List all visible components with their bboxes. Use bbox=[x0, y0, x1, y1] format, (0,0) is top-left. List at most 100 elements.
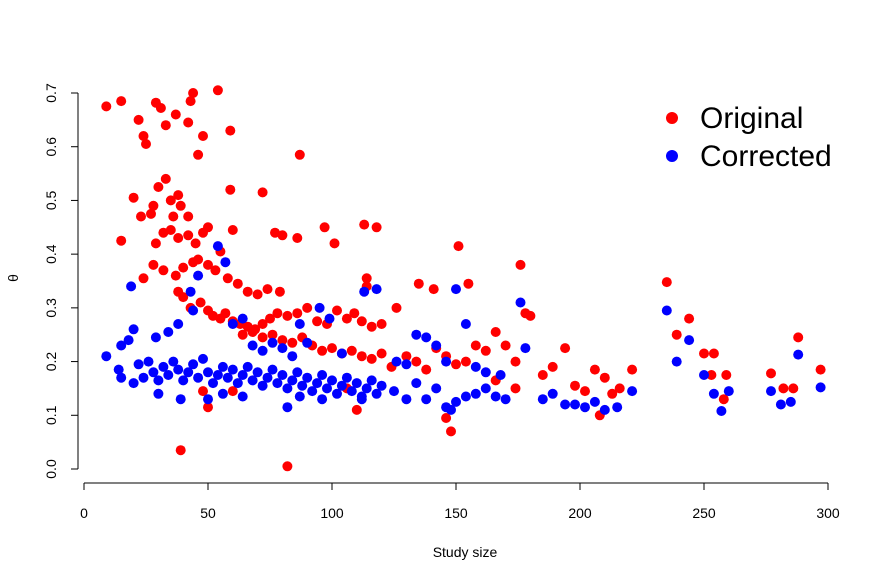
point-original bbox=[195, 297, 206, 308]
point-corrected bbox=[560, 399, 571, 410]
point-original bbox=[160, 120, 171, 131]
point-original bbox=[237, 329, 248, 340]
point-original bbox=[421, 364, 432, 375]
point-corrected bbox=[612, 402, 623, 413]
point-corrected bbox=[302, 337, 313, 348]
point-original bbox=[282, 310, 293, 321]
point-corrected bbox=[116, 340, 127, 351]
point-original bbox=[220, 308, 231, 319]
point-corrected bbox=[217, 388, 228, 399]
point-corrected bbox=[312, 378, 323, 389]
point-original bbox=[319, 222, 330, 233]
point-original bbox=[460, 356, 471, 367]
point-corrected bbox=[661, 305, 672, 316]
point-original bbox=[116, 235, 127, 246]
point-corrected bbox=[580, 402, 590, 413]
point-original bbox=[146, 208, 156, 219]
point-original bbox=[510, 383, 521, 394]
point-corrected bbox=[123, 335, 134, 346]
point-corrected bbox=[257, 345, 268, 356]
point-corrected bbox=[133, 359, 144, 370]
point-corrected bbox=[227, 364, 238, 375]
point-original bbox=[128, 192, 139, 203]
point-original bbox=[317, 345, 328, 356]
point-corrected bbox=[247, 340, 258, 351]
point-original bbox=[274, 286, 285, 297]
point-original bbox=[371, 222, 382, 233]
point-corrected bbox=[421, 332, 432, 343]
point-corrected bbox=[272, 378, 283, 389]
point-original bbox=[366, 353, 377, 364]
legend-label-original: Original bbox=[700, 102, 803, 135]
point-corrected bbox=[322, 383, 332, 394]
point-original bbox=[225, 184, 236, 195]
data-points bbox=[101, 85, 826, 472]
point-corrected bbox=[188, 305, 199, 316]
point-original bbox=[490, 327, 501, 337]
point-corrected bbox=[282, 402, 293, 413]
point-original bbox=[203, 259, 213, 270]
point-original bbox=[155, 103, 166, 113]
point-corrected bbox=[163, 370, 174, 380]
point-original bbox=[287, 337, 298, 348]
point-original bbox=[346, 345, 357, 356]
point-original bbox=[160, 173, 171, 184]
point-corrected bbox=[451, 396, 461, 407]
point-original bbox=[165, 225, 176, 235]
point-original bbox=[170, 109, 181, 120]
point-original bbox=[203, 222, 213, 233]
point-corrected bbox=[116, 372, 127, 383]
point-original bbox=[175, 445, 186, 456]
point-corrected bbox=[237, 391, 248, 402]
series-original bbox=[101, 85, 826, 472]
point-original bbox=[356, 316, 367, 327]
point-corrected bbox=[185, 286, 196, 297]
legend-label-corrected: Corrected bbox=[700, 140, 832, 173]
point-original bbox=[173, 190, 184, 201]
point-original bbox=[188, 88, 199, 98]
point-original bbox=[183, 230, 194, 241]
point-original bbox=[589, 364, 600, 375]
point-original bbox=[706, 370, 717, 380]
point-original bbox=[178, 292, 189, 303]
point-original bbox=[210, 265, 221, 276]
point-corrected bbox=[815, 382, 826, 393]
point-corrected bbox=[537, 394, 548, 405]
point-corrected bbox=[294, 319, 305, 329]
point-original bbox=[165, 195, 176, 206]
point-corrected bbox=[277, 370, 288, 380]
point-original bbox=[332, 305, 342, 316]
point-corrected bbox=[198, 353, 208, 364]
point-corrected bbox=[699, 370, 709, 380]
point-corrected bbox=[371, 284, 382, 295]
x-axis-title: Study size bbox=[433, 544, 498, 560]
point-corrected bbox=[227, 319, 238, 329]
point-original bbox=[292, 233, 303, 243]
point-original bbox=[451, 359, 461, 370]
point-original bbox=[175, 200, 186, 211]
x-tick-label: 200 bbox=[568, 505, 592, 521]
point-original bbox=[708, 348, 719, 359]
point-corrected bbox=[446, 404, 456, 415]
point-original bbox=[391, 302, 402, 313]
y-tick-label: 0.5 bbox=[43, 190, 59, 210]
point-original bbox=[272, 308, 283, 319]
point-original bbox=[570, 380, 580, 391]
point-original bbox=[138, 131, 149, 141]
point-corrected bbox=[317, 394, 328, 405]
point-corrected bbox=[217, 361, 228, 372]
point-corrected bbox=[222, 372, 233, 383]
point-corrected bbox=[183, 367, 194, 378]
x-tick-label: 100 bbox=[320, 505, 344, 521]
point-original bbox=[793, 332, 804, 343]
point-original bbox=[193, 254, 204, 265]
point-original bbox=[341, 313, 352, 324]
point-corrected bbox=[292, 367, 303, 378]
point-corrected bbox=[775, 399, 786, 410]
point-original bbox=[232, 278, 243, 289]
point-original bbox=[116, 96, 127, 107]
point-corrected bbox=[203, 394, 213, 405]
series-corrected bbox=[101, 241, 826, 416]
point-corrected bbox=[480, 367, 491, 378]
point-corrected bbox=[294, 391, 305, 402]
